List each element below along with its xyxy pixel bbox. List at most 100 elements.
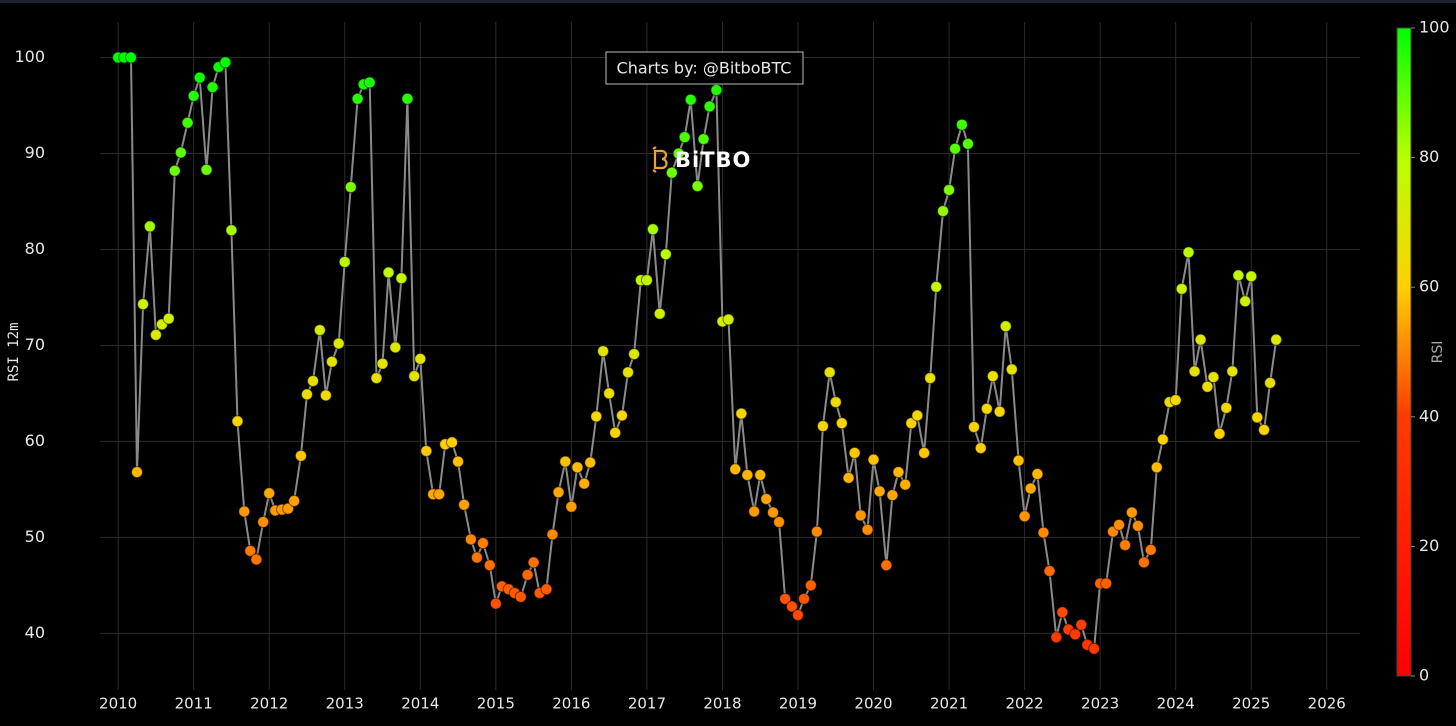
y-tick-label: 80 [25,239,45,258]
data-point [458,498,471,511]
data-point [1113,518,1126,531]
data-point [257,516,270,529]
data-point [1144,543,1157,556]
data-point [848,446,861,459]
data-point [187,89,200,102]
x-tick-label: 2015 [477,695,515,713]
data-point [225,224,238,237]
data-point [231,415,244,428]
data-point [603,387,616,400]
data-point [401,92,414,105]
data-point [823,366,836,379]
data-point [238,505,251,518]
data-point [131,466,144,479]
data-point [785,600,798,613]
data-point [798,592,811,605]
data-point [483,559,496,572]
data-point [143,220,156,233]
data-point [974,442,987,455]
data-point [659,248,672,261]
data-point [263,487,276,500]
x-tick-label: 2020 [854,695,892,713]
y-tick-label: 100 [14,47,45,66]
data-point [646,223,659,236]
data-point [338,255,351,268]
data-point [464,533,477,546]
data-point [408,370,421,383]
data-point [924,372,937,385]
data-point [1169,394,1182,407]
data-point [1264,376,1277,389]
colorbar-tick-label: 40 [1419,406,1439,425]
data-point [332,337,345,350]
data-point [1137,556,1150,569]
data-point [162,312,175,325]
data-point [476,537,489,550]
data-point [735,407,748,420]
data-point [597,345,610,358]
data-point [810,525,823,538]
data-point [590,410,603,423]
data-point [937,205,950,218]
colorbar-gradient [1396,27,1412,677]
data-point [319,389,332,402]
data-point [489,597,502,610]
data-point [149,328,162,341]
data-point [640,274,653,287]
data-point [615,409,628,422]
data-point [729,463,742,476]
y-tick-label: 90 [25,143,45,162]
data-point [351,92,364,105]
data-point [200,163,213,176]
data-point [363,76,376,89]
data-point [382,266,395,279]
data-point [955,118,968,131]
data-point [999,320,1012,333]
data-point [741,469,754,482]
data-point [527,556,540,569]
data-point [697,133,710,146]
data-point [414,352,427,365]
data-point [892,466,905,479]
colorbar-tick-label: 20 [1419,536,1439,555]
data-point [1125,506,1138,519]
data-point [1050,631,1063,644]
data-point [137,298,150,311]
colorbar: 0 20 40 60 80 100 RSI [1396,18,1450,685]
data-point [918,446,931,459]
colorbar-title: RSI [1430,341,1446,364]
data-point [1207,371,1220,384]
data-point [609,426,622,439]
data-point [967,421,980,434]
logo-icon [652,146,668,173]
data-point [174,146,187,159]
data-point [691,180,704,193]
data-point [1175,282,1188,295]
data-point [911,409,924,422]
data-point [678,131,691,144]
data-point [665,166,678,179]
data-point [552,486,565,499]
data-point [943,183,956,196]
x-tick-label: 2022 [1006,695,1044,713]
data-point [307,374,320,387]
data-point [899,478,912,491]
data-point [1037,526,1050,539]
colorbar-tick-label: 80 [1419,147,1439,166]
data-point [886,489,899,502]
x-tick-label: 2025 [1232,695,1270,713]
data-point [949,142,962,155]
data-point [930,280,943,293]
data-point [1018,510,1031,523]
x-tick-label: 2012 [250,695,288,713]
data-point [684,93,697,106]
data-point [452,455,465,468]
x-tick-label: 2021 [930,695,968,713]
data-point [219,56,232,69]
data-point [514,590,527,603]
y-axis-title: RSI 12m [6,322,22,381]
data-point [1056,606,1069,619]
annotation-box [605,51,804,85]
